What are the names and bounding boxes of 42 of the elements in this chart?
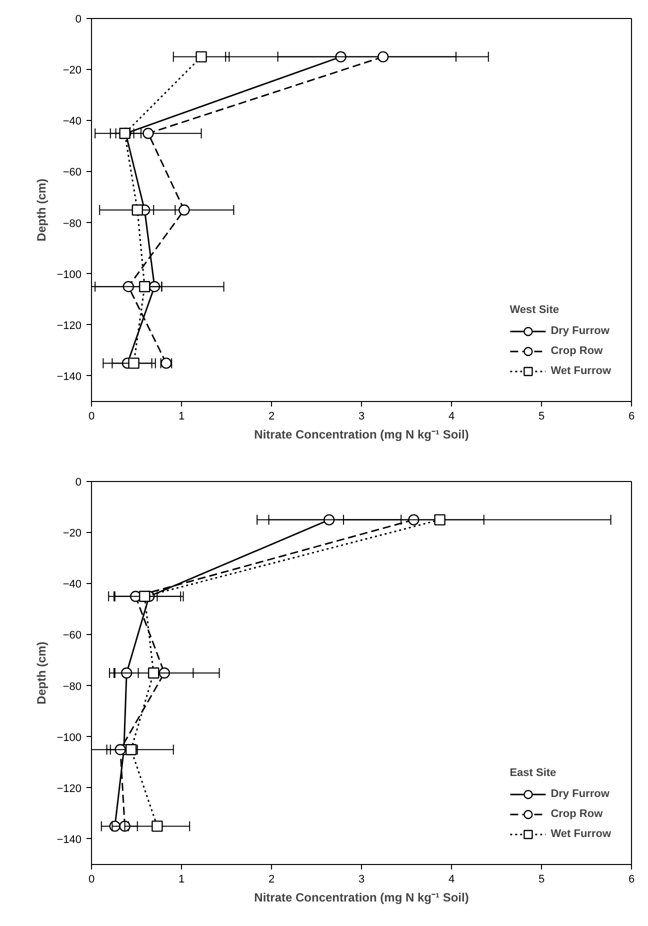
- y-tick-label: −40: [62, 116, 82, 128]
- y-tick-label: −80: [62, 680, 82, 693]
- y-tick-label: −120: [56, 782, 82, 795]
- x-tick-label: 5: [538, 410, 545, 422]
- legend-label: Wet Furrow: [550, 828, 611, 840]
- legend-title: West Site: [510, 304, 560, 316]
- y-tick-label: −100: [56, 268, 82, 281]
- legend-label: Dry Furrow: [550, 325, 610, 337]
- x-tick-label: 1: [178, 410, 185, 422]
- x-tick-label: 2: [268, 874, 275, 886]
- y-tick-label: −120: [56, 320, 82, 332]
- y-tick-label: −140: [56, 370, 82, 383]
- y-axis-title: Depth (cm): [34, 642, 49, 704]
- x-tick-label: 3: [358, 874, 365, 886]
- x-tick-label: 4: [448, 410, 455, 422]
- y-tick-label: −60: [62, 166, 82, 179]
- x-tick-label: 3: [358, 410, 365, 422]
- y-tick-label: 0: [75, 14, 82, 26]
- legend-label: Wet Furrow: [550, 365, 611, 377]
- legend-label: Dry Furrow: [550, 788, 610, 800]
- x-tick-label: 0: [88, 410, 95, 422]
- x-tick-label: 2: [268, 410, 275, 422]
- legend-title: East Site: [510, 767, 558, 779]
- y-tick-label: −100: [56, 732, 82, 744]
- y-tick-label: −140: [56, 834, 82, 846]
- y-tick-label: −60: [62, 630, 82, 642]
- x-tick-label: 6: [628, 410, 635, 422]
- y-tick-label: −20: [62, 64, 82, 77]
- y-tick-label: −40: [62, 578, 82, 591]
- x-tick-label: 1: [178, 874, 185, 886]
- y-tick-label: −80: [62, 218, 82, 230]
- x-axis-title: Nitrate Concentration (mg N kg⁻¹ Soil): [254, 890, 469, 904]
- y-tick-label: 0: [75, 476, 82, 488]
- x-tick-label: 0: [88, 874, 95, 886]
- y-axis-title: Depth (cm): [34, 178, 49, 242]
- legend-label: Crop Row: [550, 345, 603, 357]
- legend-label: Crop Row: [550, 808, 603, 820]
- x-tick-label: 6: [628, 874, 635, 886]
- x-tick-label: 4: [448, 874, 455, 886]
- x-axis-title: Nitrate Concentration (mg N kg⁻¹ Soil): [254, 428, 469, 442]
- x-tick-label: 5: [538, 874, 545, 886]
- y-tick-label: −20: [62, 528, 82, 540]
